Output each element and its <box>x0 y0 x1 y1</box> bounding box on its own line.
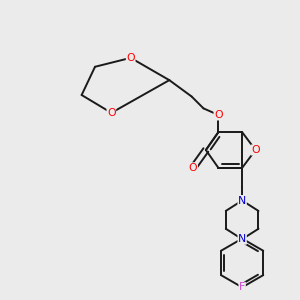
Text: O: O <box>251 145 260 155</box>
Text: O: O <box>107 108 116 118</box>
Text: O: O <box>126 53 135 63</box>
Text: F: F <box>239 282 245 292</box>
Text: O: O <box>189 163 197 173</box>
Text: O: O <box>214 110 223 120</box>
Text: N: N <box>238 196 246 206</box>
Text: N: N <box>238 234 246 244</box>
